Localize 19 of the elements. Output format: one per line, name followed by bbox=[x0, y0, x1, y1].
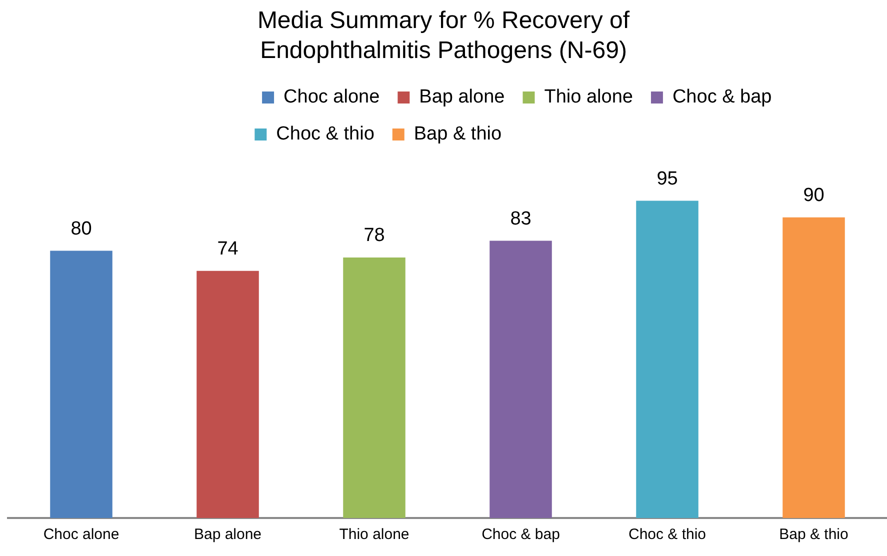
data-label: 78 bbox=[364, 225, 385, 246]
legend-label: Bap & thio bbox=[414, 124, 502, 145]
legend-label: Bap alone bbox=[419, 86, 505, 108]
legend-label: Choc & bap bbox=[672, 86, 772, 108]
data-label: 90 bbox=[803, 185, 824, 206]
x-tick-label: Thio alone bbox=[339, 526, 410, 544]
data-label: 80 bbox=[70, 218, 92, 240]
data-label: 83 bbox=[510, 208, 532, 230]
data-label: 74 bbox=[217, 238, 239, 260]
legend-label: Thio alone bbox=[544, 86, 633, 108]
legend-label: Choc alone bbox=[284, 86, 380, 108]
x-tick-label: Choc alone bbox=[43, 526, 120, 544]
x-tick-label: Choc & thio bbox=[628, 526, 706, 544]
chart-title: Media Summary for % Recovery of Endophthalmitis Pathogens (N-69) bbox=[256, 6, 631, 66]
x-tick-label: Bap & thio bbox=[779, 526, 848, 544]
x-tick-label: Choc & bap bbox=[482, 526, 560, 544]
data-label: 95 bbox=[656, 168, 678, 190]
x-tick-label: Bap alone bbox=[194, 526, 262, 544]
legend-label: Choc & thio bbox=[276, 124, 374, 145]
